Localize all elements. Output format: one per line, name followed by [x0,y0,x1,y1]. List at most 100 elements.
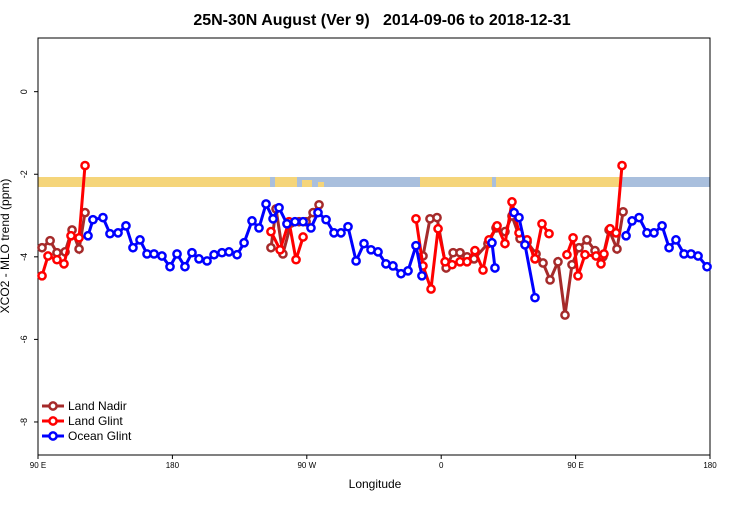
data-point [314,199,324,210]
data-point [478,265,488,275]
data-point [359,238,369,249]
x-axis-label: Longitude [349,477,402,491]
data-point [560,310,570,320]
legend-swatch-point [48,401,58,411]
x-tick-label: 180 [166,461,180,470]
data-point [37,242,47,253]
y-tick-label: -8 [19,418,29,426]
data-point [180,261,190,272]
data-point [599,249,609,259]
y-tick-label: -6 [19,335,29,343]
data-point [432,212,442,223]
data-point [417,270,427,281]
land-band [420,177,492,187]
data-point [611,228,621,238]
data-point [202,256,212,266]
legend-swatch-point [48,431,58,441]
data-point [530,254,540,264]
data-point [37,270,47,281]
data-point [487,237,497,248]
series [83,199,712,303]
data-point [88,214,98,225]
data-point [507,197,517,207]
data-point [239,237,249,248]
series-line [86,199,709,298]
x-tick-label: 90 E [567,461,583,470]
data-point [274,202,284,213]
data-point [617,160,627,171]
legend-label: Land Nadir [68,399,127,413]
data-point [702,261,712,272]
data-point [313,207,323,218]
data-point [490,263,500,273]
data-point [618,206,628,217]
data-point [266,242,276,253]
data-point [567,259,577,270]
data-point [172,249,182,259]
data-point [455,247,465,258]
data-point [649,228,659,238]
data-point [275,244,285,255]
land-band [275,177,297,187]
data-point [290,216,300,227]
data-point [98,212,108,223]
data-point [568,232,578,243]
data-point [520,239,530,250]
data-point [298,232,308,242]
data-point [224,247,234,257]
data-point [621,230,631,241]
data-point [121,221,131,231]
land-ocean-band [38,177,710,187]
y-tick-label: 0 [19,89,29,94]
data-point [298,216,308,227]
data-point [268,213,278,224]
x-tick-label: 0 [439,461,444,470]
data-point [282,218,292,229]
chart-title: 25N-30N August (Ver 9) 2014-09-06 to 201… [193,12,570,29]
data-point [80,160,90,171]
data-point [664,242,674,253]
data-point [128,242,138,253]
data-point [336,228,346,238]
data-point [530,292,540,303]
data-point [403,266,413,276]
data-point [596,258,606,269]
data-point [612,244,622,254]
data-point [105,228,115,239]
data-point [157,251,167,261]
x-tick-label: 180 [703,461,717,470]
data-point [247,216,257,226]
data-point [537,218,547,229]
data-point [266,226,276,237]
data-point [232,249,242,260]
data-point [545,275,555,285]
land-band [318,182,324,187]
x-tick-label: 90 W [297,461,316,470]
data-point [693,251,703,261]
land-band [496,177,620,187]
legend-label: Ocean Glint [68,429,132,443]
series [37,160,627,294]
data-point [573,270,583,281]
data-point [45,235,55,246]
data-point [59,258,69,269]
y-tick-label: -4 [19,253,29,261]
data-point [574,242,584,253]
data-point [582,235,592,245]
data-point [671,235,681,245]
data-point [634,212,644,223]
data-point [657,221,667,231]
data-point [538,258,548,268]
data-point [43,251,53,261]
data-point [411,240,421,251]
data-point [194,254,204,264]
data-point [165,261,175,272]
data-point [74,244,84,254]
data-point [388,261,398,271]
data-point [113,228,123,238]
legend-label: Land Glint [68,414,123,428]
data-point [553,256,563,267]
land-band [38,177,270,187]
data-point [426,284,436,294]
